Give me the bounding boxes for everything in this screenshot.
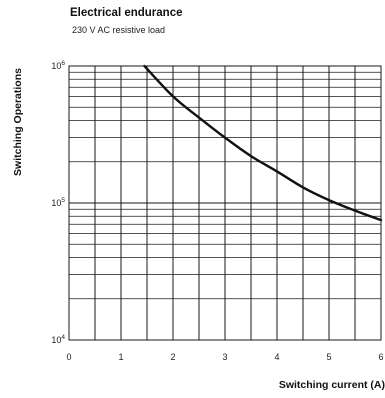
endurance-curve	[143, 64, 383, 222]
x-tick-label: 6	[378, 352, 383, 362]
y-tick-label: 106	[51, 60, 65, 71]
x-tick-label: 0	[66, 352, 71, 362]
x-tick-labels: 0 1 2 3 4 5 6	[66, 352, 383, 362]
x-tick-label: 3	[222, 352, 227, 362]
y-axis-label: Switching Operations	[12, 68, 24, 176]
plot-frame	[68, 65, 382, 341]
chart-title: Electrical endurance	[70, 7, 183, 19]
x-tick-label: 2	[170, 352, 175, 362]
x-tick-label: 1	[118, 352, 123, 362]
y-tick-label: 105	[51, 197, 65, 208]
x-tick-label: 4	[274, 352, 279, 362]
y-tick-label: 104	[51, 334, 65, 345]
chart-subtitle: 230 V AC resistive load	[72, 25, 165, 35]
x-tick-label: 5	[326, 352, 331, 362]
y-tick-labels: 104 105 106	[51, 60, 65, 345]
x-axis-label: Switching current (A)	[279, 379, 385, 391]
